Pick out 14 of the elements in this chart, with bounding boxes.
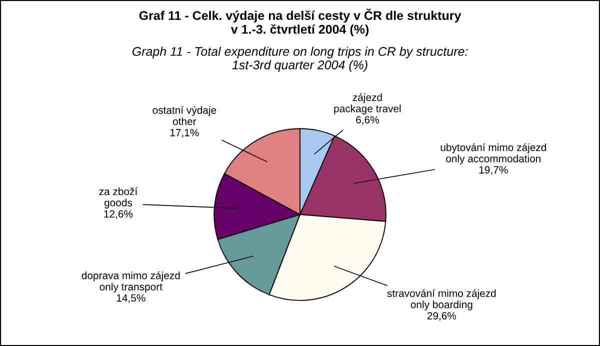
data-label: 19,7% — [479, 166, 508, 175]
chart-subtitle: Graph 11 - Total expenditure on long trips in CR by structure: 1st-3rd quarter 2004 (%) — [132, 46, 468, 72]
data-label: 29,6% — [427, 312, 456, 321]
data-label: 6,6% — [356, 116, 379, 125]
data-label: 17,1% — [170, 128, 199, 138]
slice-label: ostatní výdaje other — [152, 106, 216, 126]
slice-label: stravování mimo zájezd only boarding — [387, 289, 496, 310]
chart-title: Graf 11 - Celk. výdaje na delší cesty v ČR dle struktury v 1.-3. čtvrtletí 2004 (%) — [139, 8, 462, 36]
data-label: 14,5% — [116, 294, 146, 303]
slice-label: za zboží goods — [99, 187, 138, 208]
slice-label: zájezd package travel — [334, 93, 401, 114]
data-label: 12,6% — [104, 210, 133, 219]
slice-label: doprava mimo zájezd only transport — [82, 271, 180, 293]
slice-label: ubytování mimo zájezd only accommodation — [440, 143, 546, 164]
